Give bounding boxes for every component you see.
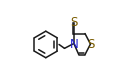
Text: S: S	[70, 16, 78, 29]
Text: N: N	[70, 38, 78, 51]
Text: S: S	[87, 38, 94, 51]
